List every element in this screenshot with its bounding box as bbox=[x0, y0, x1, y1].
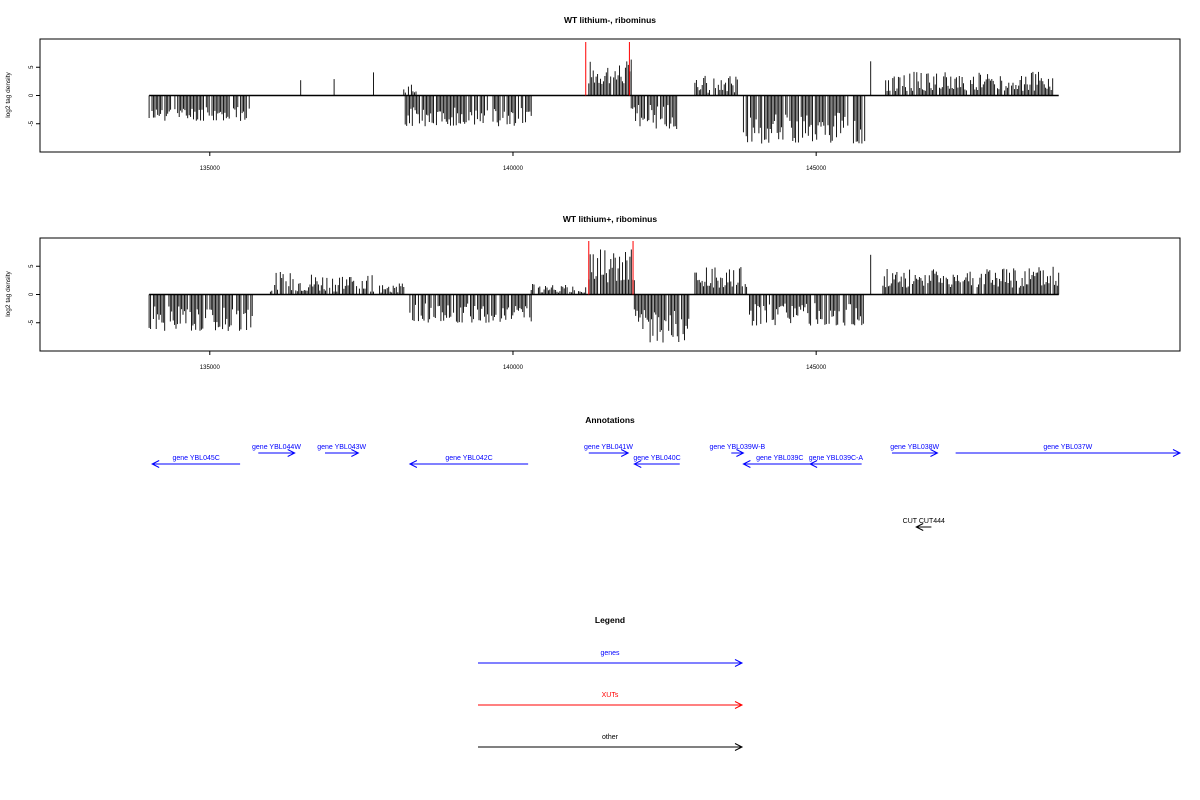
y-tick-label: 5 bbox=[29, 264, 35, 268]
feature-arrowhead bbox=[915, 523, 924, 531]
x-tick-label: 140000 bbox=[503, 166, 524, 172]
feature-arrowhead bbox=[736, 449, 745, 457]
legend-item: other bbox=[478, 734, 744, 751]
feature-arrowhead bbox=[1172, 449, 1182, 457]
annotation-feature: gene YBL043W bbox=[317, 444, 367, 457]
feature-label: gene YBL044W bbox=[252, 444, 301, 451]
signal-bars bbox=[148, 42, 1059, 144]
y-axis-label: log2 tag density bbox=[5, 270, 12, 316]
legend-panel: Legend genes XUTs other bbox=[478, 615, 744, 751]
feature-label: gene YBL038W bbox=[890, 444, 939, 451]
y-tick-label: -5 bbox=[29, 120, 35, 126]
x-tick-label: 140000 bbox=[503, 365, 524, 371]
legend-item: XUTs bbox=[478, 692, 744, 709]
annotation-feature: CUT CUT444 bbox=[903, 518, 945, 531]
track-title: WT lithium-, ribominus bbox=[564, 15, 656, 25]
y-axis: 5 0 -5 bbox=[29, 264, 41, 325]
annotation-feature: gene YBL040C bbox=[633, 455, 681, 468]
legend-arrowhead bbox=[734, 743, 744, 751]
feature-label: CUT CUT444 bbox=[903, 518, 945, 525]
legend-label: other bbox=[602, 734, 619, 741]
feature-label: gene YBL040C bbox=[633, 455, 680, 462]
x-tick-label: 145000 bbox=[806, 365, 827, 371]
annotation-feature: gene YBL042C bbox=[408, 455, 529, 468]
feature-arrowhead bbox=[620, 449, 630, 457]
legend-arrowhead bbox=[734, 659, 744, 667]
legend-label: genes bbox=[600, 650, 620, 657]
track-panel-lithium-plus: WT lithium+, ribominus 135000 140000 14500… bbox=[5, 214, 1181, 371]
feature-label: gene YBL045C bbox=[172, 455, 219, 462]
x-axis: 135000 140000 145000 bbox=[200, 351, 827, 371]
y-tick-label: 0 bbox=[29, 292, 35, 296]
y-tick-label: 0 bbox=[29, 93, 35, 97]
feature-label: gene YBL039C-A bbox=[809, 455, 864, 462]
legend-items: genes XUTs other bbox=[478, 650, 744, 751]
annotation-feature: gene YBL039W-B bbox=[709, 444, 766, 457]
track-title: WT lithium+, ribominus bbox=[563, 214, 657, 224]
x-tick-label: 135000 bbox=[200, 365, 221, 371]
feature-arrowhead bbox=[151, 460, 160, 468]
feature-label: gene YBL039W-B bbox=[709, 444, 765, 451]
y-axis: 5 0 -5 bbox=[29, 65, 41, 126]
y-axis-label: log2 tag density bbox=[5, 71, 12, 117]
legend-item: genes bbox=[478, 650, 744, 667]
annotations-title: Annotations bbox=[585, 415, 635, 425]
annotation-feature: gene YBL037W bbox=[955, 444, 1182, 457]
feature-label: gene YBL041W bbox=[584, 444, 633, 451]
x-tick-label: 145000 bbox=[806, 166, 827, 172]
feature-arrowhead bbox=[633, 460, 642, 468]
annotation-features: gene YBL045C gene YBL044W gene YBL043W gene… bbox=[151, 444, 1182, 531]
feature-arrowhead bbox=[808, 460, 818, 468]
annotation-feature: gene YBL045C bbox=[151, 455, 241, 468]
y-tick-label: -5 bbox=[29, 319, 35, 325]
feature-arrowhead bbox=[408, 460, 418, 468]
annotation-feature: gene YBL039C bbox=[742, 455, 817, 468]
annotation-feature: gene YBL039C-A bbox=[808, 455, 864, 468]
feature-arrowhead bbox=[930, 449, 939, 457]
annotation-feature: gene YBL038W bbox=[890, 444, 940, 457]
x-tick-label: 135000 bbox=[200, 166, 221, 172]
feature-arrowhead bbox=[351, 449, 360, 457]
track-panel-lithium-minus: WT lithium-, ribominus 135000 140000 14500… bbox=[5, 15, 1181, 172]
signal-bars bbox=[148, 241, 1060, 343]
y-tick-label: 5 bbox=[29, 65, 35, 69]
legend-label: XUTs bbox=[602, 692, 619, 699]
legend-arrowhead bbox=[734, 701, 744, 709]
feature-label: gene YBL042C bbox=[445, 455, 492, 462]
feature-label: gene YBL039C bbox=[756, 455, 803, 462]
x-axis: 135000 140000 145000 bbox=[200, 152, 827, 172]
annotation-feature: gene YBL041W bbox=[584, 444, 633, 457]
annotation-feature: gene YBL044W bbox=[252, 444, 301, 457]
feature-arrowhead bbox=[287, 449, 296, 457]
feature-label: gene YBL043W bbox=[317, 444, 366, 451]
feature-label: gene YBL037W bbox=[1043, 444, 1092, 451]
feature-arrowhead bbox=[742, 460, 751, 468]
legend-title: Legend bbox=[595, 615, 625, 625]
